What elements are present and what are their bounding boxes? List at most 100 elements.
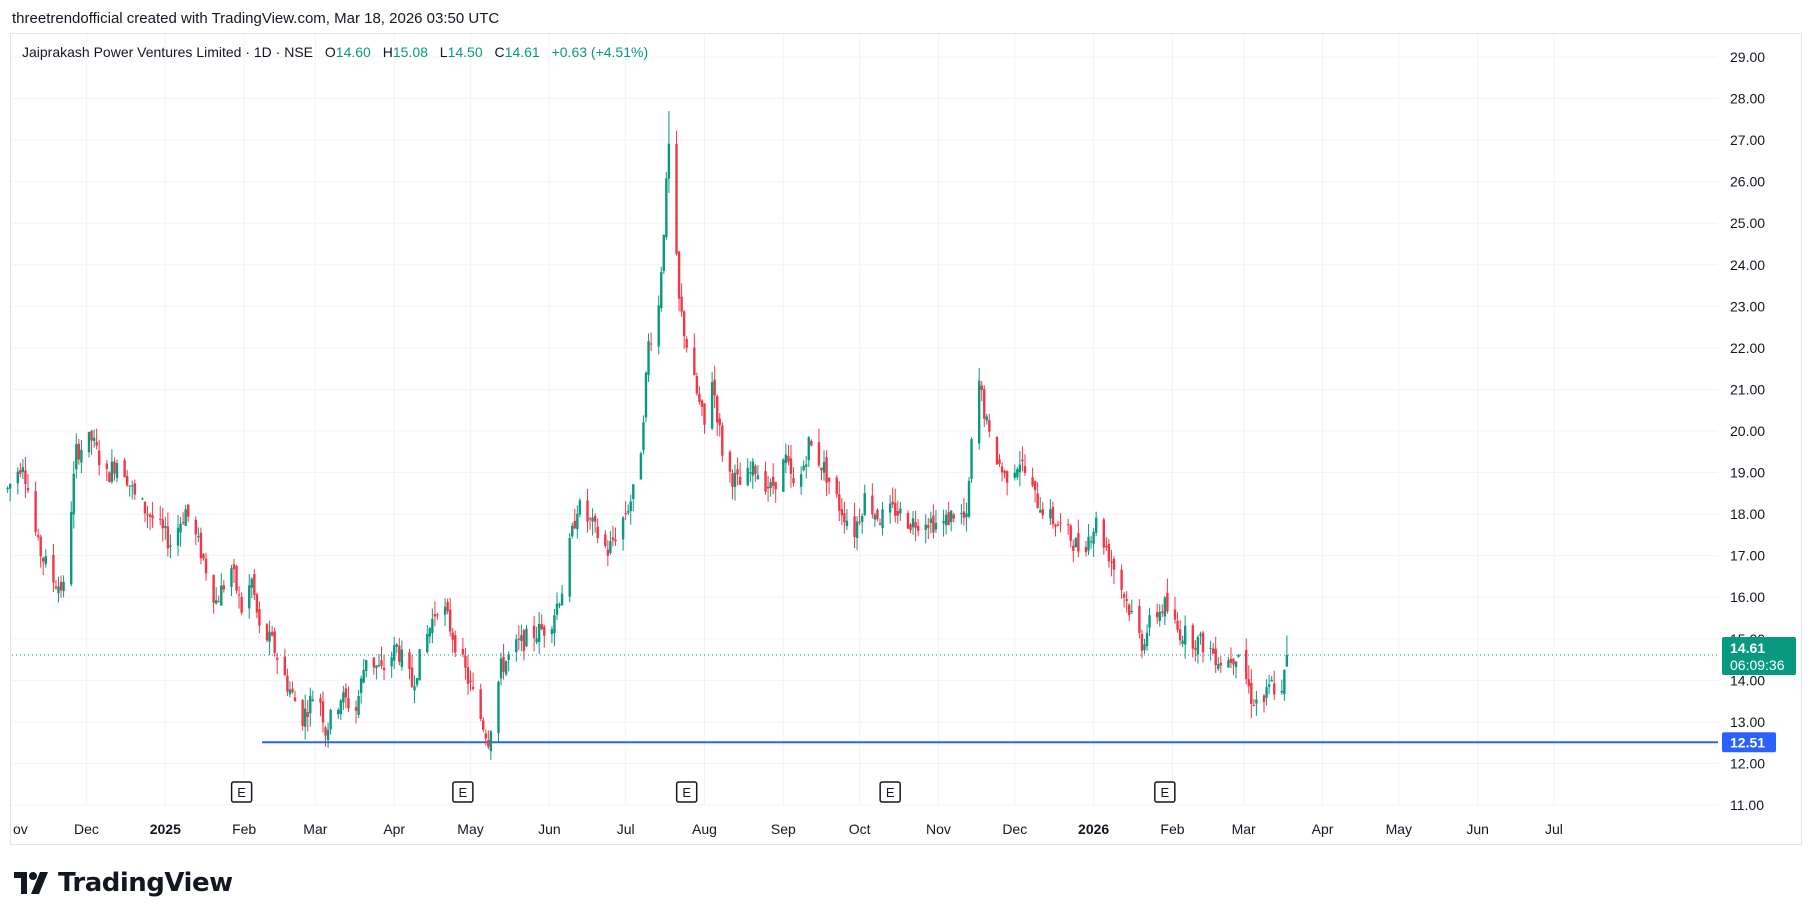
candle[interactable] <box>967 477 971 519</box>
candle[interactable] <box>105 460 109 482</box>
candle[interactable] <box>230 564 233 597</box>
candle[interactable] <box>1219 656 1222 673</box>
candle[interactable] <box>820 467 823 481</box>
candle[interactable] <box>288 681 292 698</box>
candle[interactable] <box>380 646 383 670</box>
candle[interactable] <box>339 699 343 720</box>
candle[interactable] <box>624 501 627 521</box>
candle[interactable] <box>197 527 200 543</box>
candle[interactable] <box>342 685 345 710</box>
candle[interactable] <box>1232 658 1235 676</box>
candle[interactable] <box>1056 520 1060 527</box>
candle[interactable] <box>520 624 523 652</box>
candle[interactable] <box>771 463 775 495</box>
candle[interactable] <box>181 512 185 526</box>
candle[interactable] <box>410 655 414 689</box>
candle[interactable] <box>286 668 289 697</box>
candle[interactable] <box>825 450 828 496</box>
candle[interactable] <box>677 250 681 312</box>
candle[interactable] <box>187 504 190 523</box>
candle[interactable] <box>1059 513 1062 533</box>
candle[interactable] <box>1237 654 1240 658</box>
candle[interactable] <box>789 444 793 488</box>
candle[interactable] <box>1125 591 1128 613</box>
earnings-marker[interactable]: E <box>230 781 253 803</box>
candle[interactable] <box>682 309 686 349</box>
candle[interactable] <box>949 510 953 532</box>
candle[interactable] <box>871 483 874 519</box>
candle[interactable] <box>845 509 849 530</box>
candle[interactable] <box>214 587 218 605</box>
candle[interactable] <box>1252 698 1256 707</box>
tradingview-logo[interactable]: TradingView <box>14 868 233 898</box>
candle[interactable] <box>784 443 788 474</box>
candle[interactable] <box>1270 675 1273 682</box>
support-price-tag[interactable]: 12.51 <box>1722 732 1776 753</box>
candle[interactable] <box>125 470 129 487</box>
candle[interactable] <box>660 266 663 312</box>
candle[interactable] <box>621 516 625 551</box>
candle[interactable] <box>70 501 73 587</box>
candle[interactable] <box>944 509 948 535</box>
candle[interactable] <box>840 498 844 526</box>
candle[interactable] <box>448 598 452 637</box>
candle[interactable] <box>212 574 215 614</box>
candle[interactable] <box>1000 462 1004 482</box>
candle[interactable] <box>268 620 271 656</box>
candle[interactable] <box>1227 656 1230 668</box>
candle[interactable] <box>662 234 666 274</box>
candle[interactable] <box>1021 446 1024 472</box>
candle[interactable] <box>273 627 276 657</box>
candle[interactable] <box>644 371 648 423</box>
candle[interactable] <box>960 504 963 525</box>
candle[interactable] <box>1066 518 1070 535</box>
candle[interactable] <box>698 386 701 405</box>
candle[interactable] <box>1110 549 1113 577</box>
candle[interactable] <box>1107 539 1111 568</box>
candle[interactable] <box>576 505 579 539</box>
candle[interactable] <box>632 483 635 512</box>
candle[interactable] <box>733 464 737 501</box>
candle[interactable] <box>1016 466 1019 480</box>
candle[interactable] <box>1145 624 1149 651</box>
candle[interactable] <box>39 534 42 568</box>
candle[interactable] <box>44 549 47 568</box>
candle[interactable] <box>36 528 40 541</box>
candle[interactable] <box>543 624 546 648</box>
candle[interactable] <box>998 454 1001 467</box>
candle[interactable] <box>220 573 223 606</box>
candle[interactable] <box>1158 604 1161 627</box>
candle[interactable] <box>591 508 594 536</box>
candle[interactable] <box>550 626 554 644</box>
candle[interactable] <box>863 484 866 516</box>
candle[interactable] <box>504 660 508 677</box>
candle[interactable] <box>6 486 9 493</box>
candle[interactable] <box>1245 638 1248 685</box>
candle[interactable] <box>924 514 927 544</box>
candle[interactable] <box>1214 636 1217 673</box>
candle[interactable] <box>693 333 696 376</box>
candle[interactable] <box>1094 511 1098 537</box>
candle[interactable] <box>1102 517 1105 555</box>
candle[interactable] <box>1077 519 1080 558</box>
candle[interactable] <box>695 372 699 396</box>
candle[interactable] <box>805 455 808 479</box>
candle[interactable] <box>817 428 821 468</box>
candle[interactable] <box>881 501 884 536</box>
candle[interactable] <box>515 634 518 662</box>
candle[interactable] <box>415 677 419 688</box>
candle[interactable] <box>1280 679 1284 695</box>
candle[interactable] <box>1247 665 1250 694</box>
candle[interactable] <box>977 367 981 450</box>
candle[interactable] <box>499 652 503 686</box>
candle[interactable] <box>258 601 261 634</box>
candle[interactable] <box>1217 657 1220 671</box>
candle[interactable] <box>843 501 846 534</box>
candle[interactable] <box>517 625 521 651</box>
candle[interactable] <box>728 449 732 483</box>
candle[interactable] <box>1267 674 1271 695</box>
candle[interactable] <box>751 458 755 489</box>
candle[interactable] <box>782 458 785 493</box>
candle[interactable] <box>911 511 915 535</box>
